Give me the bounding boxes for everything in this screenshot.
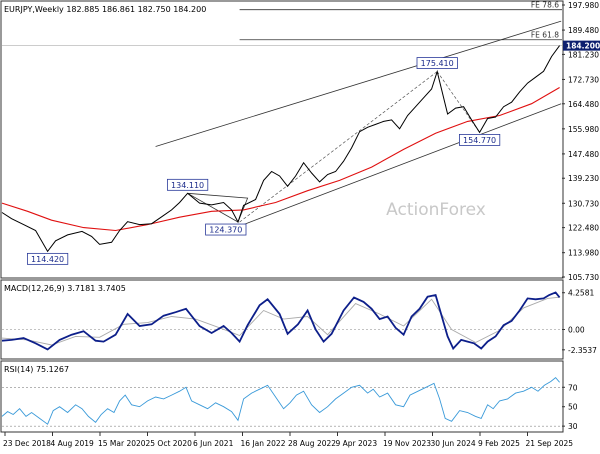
macd-layer: 4.2581 0.00 -2.3537 — [1, 289, 597, 355]
price-annotation-box — [416, 57, 458, 69]
x-axis-tick-label: 6 Jun 2021 — [193, 439, 234, 448]
x-axis-tick-label: 15 Mar 2020 — [98, 439, 146, 448]
macd-signal-line — [1, 296, 560, 346]
rsi-axis-tick-label: 70 — [568, 383, 578, 392]
price-axis-tick-label: 130.730 — [568, 199, 599, 208]
macd-panel-title: MACD(12,26,9) 3.7181 3.7405 — [4, 284, 126, 293]
fib-level-label: FE 61.8 — [531, 31, 559, 40]
price-panel-frame — [0, 0, 564, 279]
price-axis-tick-label: 113.980 — [568, 249, 599, 258]
price-annotation-box — [26, 252, 69, 265]
price-annotation-label: 134.110 — [171, 181, 204, 190]
channel-lower-line — [239, 103, 562, 227]
x-axis-tick-label: 23 Dec 2018 — [3, 439, 51, 448]
x-axis-tick-label: 4 Aug 2019 — [51, 439, 94, 448]
price-annotation-label: 114.420 — [31, 255, 64, 264]
rsi-line — [1, 376, 560, 425]
price-axis-tick-label: 147.480 — [568, 150, 599, 159]
last-price-tag — [563, 40, 600, 51]
last-price-label: 184.200 — [566, 42, 600, 51]
price-axis-tick-label: 105.730 — [568, 273, 599, 282]
price-annotation-box — [205, 223, 247, 236]
x-axis-tick-label: 25 Oct 2020 — [146, 439, 193, 448]
x-axis-tick-label: 9 Feb 2025 — [478, 439, 520, 448]
price-axis-tick-label: 155.980 — [568, 125, 599, 134]
rsi-axis-tick-label: 30 — [568, 422, 578, 431]
macd-axis-tick-label: -2.3537 — [568, 346, 597, 355]
macd-axis-tick-label: 0.00 — [568, 326, 585, 335]
macd-axis-tick-label: 4.2581 — [568, 289, 594, 298]
x-axis-tick-label: 21 Sep 2025 — [526, 439, 574, 448]
price-axis-tick-label: 197.980 — [568, 1, 599, 10]
x-axis: 23 Dec 2018 4 Aug 2019 15 Mar 2020 25 Oct 2… — [3, 432, 573, 448]
x-axis-tick-label: 30 Jun 2024 — [431, 439, 476, 448]
x-axis-tick-label: 28 Aug 2022 — [288, 439, 336, 448]
x-axis-tick-label: 19 Nov 2023 — [383, 439, 431, 448]
price-line — [1, 45, 561, 253]
triangle-pattern — [187, 192, 249, 223]
x-axis-tick-label: 16 Jan 2022 — [241, 439, 286, 448]
price-axis-tick-label: 172.730 — [568, 75, 599, 84]
price-annotation-box — [166, 178, 209, 191]
rsi-layer: 70 50 30 — [1, 376, 578, 431]
rsi-panel-frame — [0, 360, 564, 433]
watermark: ActionForex — [386, 200, 486, 220]
price-annotation-box — [458, 134, 501, 146]
price-axis-tick-label: 189.480 — [568, 26, 599, 35]
price-annotation-label: 154.770 — [463, 136, 496, 145]
rsi-panel-title: RSI(14) 75.1267 — [4, 365, 69, 374]
rsi-axis-tick-label: 50 — [568, 403, 578, 412]
channel-upper-line — [155, 20, 562, 147]
macd-panel-frame — [0, 279, 564, 360]
price-panel-title: EURJPY,Weekly 182.885 186.861 182.750 18… — [4, 5, 206, 14]
macd-line — [1, 291, 561, 351]
price-annotation-label: 124.370 — [209, 226, 242, 235]
fib-level-label: FE 78.6 — [531, 1, 559, 10]
x-axis-tick-label: 9 Apr 2023 — [336, 439, 378, 448]
price-axis-tick-label: 181.230 — [568, 50, 599, 59]
projection-dashed-line — [239, 71, 438, 223]
moving-average-line — [1, 87, 560, 232]
price-annotation-label: 175.410 — [421, 59, 454, 68]
price-layer: FE 78.6 FE 61.8 114.420 134.110 124.370 175.4… — [1, 1, 600, 282]
price-axis-tick-label: 139.230 — [568, 174, 599, 183]
price-axis-tick-label: 164.480 — [568, 100, 599, 109]
price-axis-tick-label: 122.480 — [568, 224, 599, 233]
